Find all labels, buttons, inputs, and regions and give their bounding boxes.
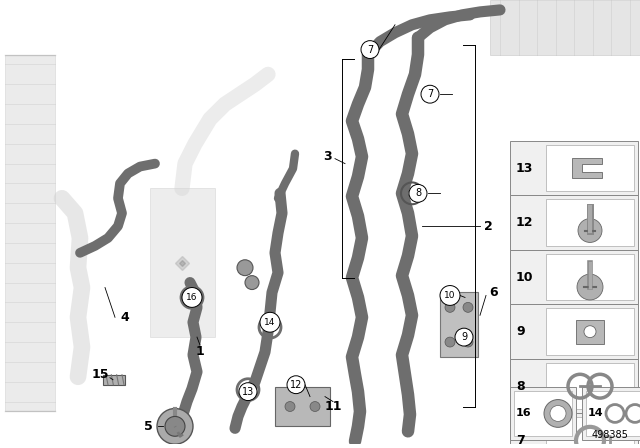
Circle shape <box>440 285 460 306</box>
Polygon shape <box>440 293 478 357</box>
Text: 14: 14 <box>588 409 604 418</box>
FancyBboxPatch shape <box>510 359 638 414</box>
FancyBboxPatch shape <box>546 145 634 191</box>
Circle shape <box>463 302 473 312</box>
Polygon shape <box>5 55 55 411</box>
Polygon shape <box>572 158 602 178</box>
Circle shape <box>421 85 439 103</box>
Text: 12: 12 <box>516 216 534 229</box>
Text: 14: 14 <box>264 318 276 327</box>
Text: 10: 10 <box>444 291 456 300</box>
Text: 2: 2 <box>484 220 492 233</box>
Circle shape <box>237 260 253 276</box>
Text: 4: 4 <box>120 311 129 324</box>
FancyBboxPatch shape <box>546 363 634 409</box>
FancyBboxPatch shape <box>510 195 638 250</box>
Circle shape <box>463 337 473 347</box>
Text: 8: 8 <box>415 188 421 198</box>
Circle shape <box>165 417 185 436</box>
Circle shape <box>550 405 566 422</box>
FancyBboxPatch shape <box>510 141 638 195</box>
Circle shape <box>245 276 259 289</box>
FancyBboxPatch shape <box>546 308 634 355</box>
FancyBboxPatch shape <box>582 387 640 440</box>
Circle shape <box>445 337 455 347</box>
FancyBboxPatch shape <box>546 418 634 448</box>
Circle shape <box>285 401 295 411</box>
FancyBboxPatch shape <box>510 414 638 448</box>
Circle shape <box>260 312 280 332</box>
Circle shape <box>239 383 257 401</box>
Text: 7: 7 <box>427 89 433 99</box>
Circle shape <box>584 326 596 338</box>
Text: 16: 16 <box>516 409 532 418</box>
Circle shape <box>578 219 602 242</box>
Text: 11: 11 <box>324 400 342 413</box>
FancyBboxPatch shape <box>586 391 640 436</box>
FancyBboxPatch shape <box>510 250 638 304</box>
Text: 7: 7 <box>367 44 373 55</box>
Text: 10: 10 <box>516 271 534 284</box>
Text: 3: 3 <box>324 150 332 163</box>
Circle shape <box>157 409 193 444</box>
Polygon shape <box>275 387 330 426</box>
Polygon shape <box>150 189 215 337</box>
Text: 13: 13 <box>242 387 254 396</box>
FancyBboxPatch shape <box>546 254 634 301</box>
Polygon shape <box>103 375 125 385</box>
FancyBboxPatch shape <box>514 391 572 436</box>
Circle shape <box>445 302 455 312</box>
Text: 12: 12 <box>290 380 302 390</box>
Circle shape <box>182 288 202 307</box>
Circle shape <box>455 328 473 346</box>
Text: 8: 8 <box>516 380 525 393</box>
FancyBboxPatch shape <box>510 304 638 359</box>
Polygon shape <box>490 0 640 55</box>
Text: 5: 5 <box>143 420 152 433</box>
Text: 498385: 498385 <box>591 430 628 440</box>
Circle shape <box>310 401 320 411</box>
FancyBboxPatch shape <box>576 320 604 344</box>
Circle shape <box>361 41 379 59</box>
Text: 15: 15 <box>92 368 109 381</box>
Text: 6: 6 <box>490 286 499 299</box>
Circle shape <box>287 376 305 394</box>
Text: 9: 9 <box>516 325 525 338</box>
Text: 9: 9 <box>461 332 467 342</box>
Circle shape <box>577 274 603 300</box>
FancyBboxPatch shape <box>546 199 634 246</box>
Text: 16: 16 <box>186 293 198 302</box>
FancyBboxPatch shape <box>510 387 576 440</box>
Circle shape <box>544 400 572 427</box>
Text: 13: 13 <box>516 162 533 175</box>
Text: 1: 1 <box>196 345 204 358</box>
Text: 7: 7 <box>516 434 525 447</box>
Circle shape <box>409 185 427 202</box>
